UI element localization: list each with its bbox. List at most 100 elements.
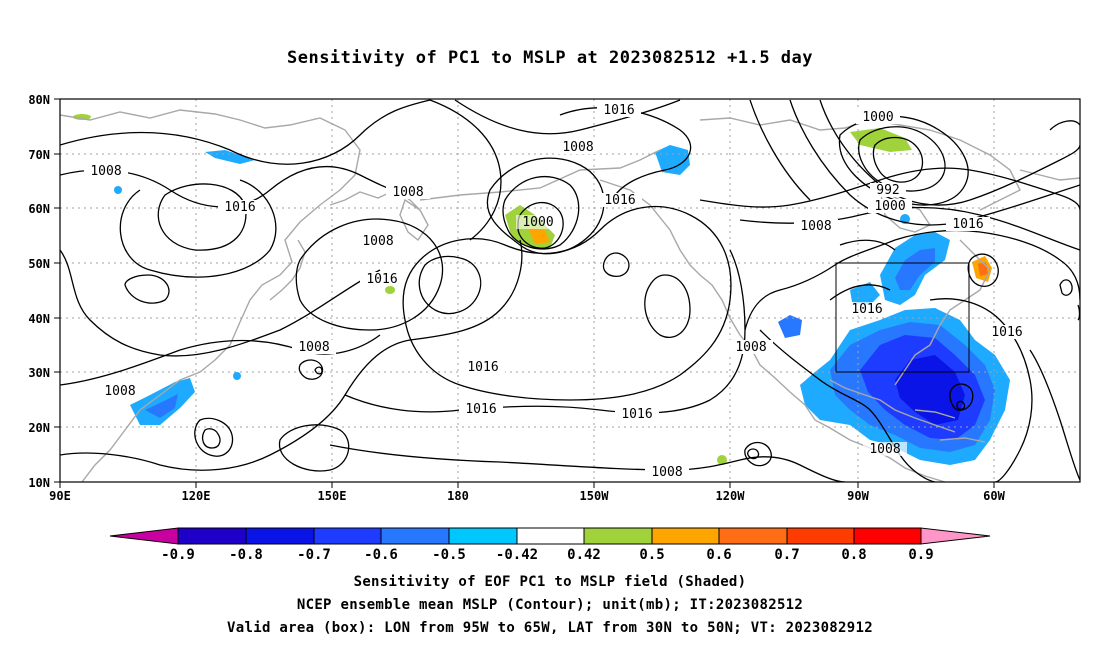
- colorbar-label: 0.8: [841, 547, 866, 563]
- colorbar-segment: [448, 527, 518, 545]
- colorbar-segment: [380, 527, 450, 545]
- colorbar-segment: [177, 527, 247, 545]
- colorbar-label: 0.9: [908, 547, 933, 563]
- negative-sensitivity-west: [778, 315, 802, 338]
- isobar: [819, 99, 1080, 206]
- negative-sensitivity-pacific-core: [145, 394, 178, 418]
- svg-text:1008: 1008: [90, 164, 121, 179]
- isobar: [454, 99, 681, 135]
- isobar: [749, 99, 811, 201]
- colorbar-label: -0.5: [432, 547, 466, 563]
- colorbar-label: 0.7: [774, 547, 799, 563]
- svg-text:1000: 1000: [522, 215, 553, 230]
- svg-text:1008: 1008: [651, 465, 682, 480]
- colorbar-segment: [583, 527, 653, 545]
- isobar: [344, 249, 746, 414]
- colorbar-low-arrow: [109, 527, 179, 545]
- svg-text:1016: 1016: [991, 325, 1022, 340]
- contour-label: 1016: [598, 193, 642, 208]
- coastline-central-america: [829, 427, 946, 482]
- isobar: [429, 99, 502, 241]
- lon-label: 90E: [49, 489, 71, 503]
- isobar: [194, 417, 234, 457]
- contour-label: 1016: [615, 407, 659, 422]
- isobar: [602, 252, 630, 277]
- contour-label: 1008: [356, 234, 400, 249]
- contour-label: 1016: [946, 217, 990, 232]
- positive-sensitivity-dot: [385, 286, 395, 294]
- lon-labels: 90E 120E 150E 180 150W 120W 90W 60W: [49, 489, 1005, 503]
- colorbar-label: -0.9: [161, 547, 195, 563]
- coastline-kamchatka: [399, 198, 429, 242]
- isobar: [295, 218, 444, 331]
- isobar: [644, 274, 691, 338]
- coastline-iceland: [1019, 169, 1080, 181]
- contour-label: 1008: [794, 219, 838, 234]
- lon-label: 120W: [716, 489, 746, 503]
- svg-text:1000: 1000: [874, 199, 905, 214]
- lat-ticks: [54, 98, 60, 483]
- contour-label: 1008: [386, 185, 430, 200]
- isobar: [839, 239, 896, 251]
- isobar: [789, 99, 1080, 226]
- colorbar-labels: -0.9 -0.8 -0.7 -0.6 -0.5 -0.42 0.42 0.5 …: [161, 547, 934, 563]
- svg-text:1000: 1000: [862, 110, 893, 125]
- coastline-gulf: [829, 379, 956, 433]
- colorbar-segment: [651, 527, 720, 545]
- contour-label: 1000: [856, 110, 900, 125]
- isobar: [486, 157, 605, 255]
- caption-line-1: Sensitivity of EOF PC1 to MSLP field (Sh…: [353, 574, 747, 590]
- svg-text:1008: 1008: [298, 340, 329, 355]
- coastline-asia: [329, 189, 421, 211]
- colorbar-label: -0.7: [297, 547, 331, 563]
- colorbar-segment: [718, 527, 788, 545]
- contour-label: 1016: [845, 302, 889, 317]
- lat-label: 20N: [28, 421, 50, 435]
- contour-label: 1008: [98, 384, 142, 399]
- lat-label: 40N: [28, 312, 50, 326]
- isobar: [956, 400, 966, 410]
- svg-text:1008: 1008: [869, 442, 900, 457]
- isobar: [1077, 304, 1080, 321]
- isobar: [746, 448, 760, 460]
- coastlines: [60, 109, 1080, 482]
- lat-label: 60N: [28, 202, 50, 216]
- lat-labels: 80N 70N 60N 50N 40N 30N 20N 10N: [28, 93, 50, 490]
- lon-label: 150W: [580, 489, 610, 503]
- contour-label: 1008: [645, 465, 689, 480]
- contour-label: 1008: [863, 442, 907, 457]
- isobar: [759, 329, 936, 482]
- isobar: [201, 428, 221, 449]
- svg-text:1016: 1016: [366, 272, 397, 287]
- contour-label: 1016: [218, 200, 262, 215]
- svg-text:1016: 1016: [604, 193, 635, 208]
- isobar: [1049, 120, 1080, 131]
- caption-line-3: Valid area (box): LON from 95W to 65W, L…: [227, 620, 873, 636]
- svg-text:1008: 1008: [392, 185, 423, 200]
- coastline-caribbean: [914, 409, 986, 443]
- isobar: [744, 441, 772, 467]
- negative-sensitivity-arctic: [655, 145, 690, 175]
- svg-text:1008: 1008: [562, 140, 593, 155]
- isobar: [1029, 349, 1080, 481]
- svg-text:1016: 1016: [851, 302, 882, 317]
- lon-ticks: [59, 482, 995, 488]
- svg-text:1016: 1016: [603, 103, 634, 118]
- isobar: [418, 255, 482, 315]
- colorbar-label: 0.42: [567, 547, 601, 563]
- colorbar-segment: [853, 527, 922, 545]
- isobar: [278, 424, 350, 472]
- colorbar-label: -0.8: [229, 547, 263, 563]
- caption-line-2: NCEP ensemble mean MSLP (Contour); unit(…: [296, 597, 804, 613]
- isobar: [60, 99, 431, 165]
- coastline-east-us: [894, 239, 991, 386]
- colorbar-label: 0.5: [639, 547, 664, 563]
- lon-label: 180: [447, 489, 469, 503]
- isobar: [60, 334, 381, 386]
- colorbar: [109, 527, 991, 545]
- isobar: [124, 274, 170, 304]
- contour-label: 1016: [985, 325, 1029, 340]
- colorbar-label: -0.42: [496, 547, 538, 563]
- isobar: [60, 165, 431, 208]
